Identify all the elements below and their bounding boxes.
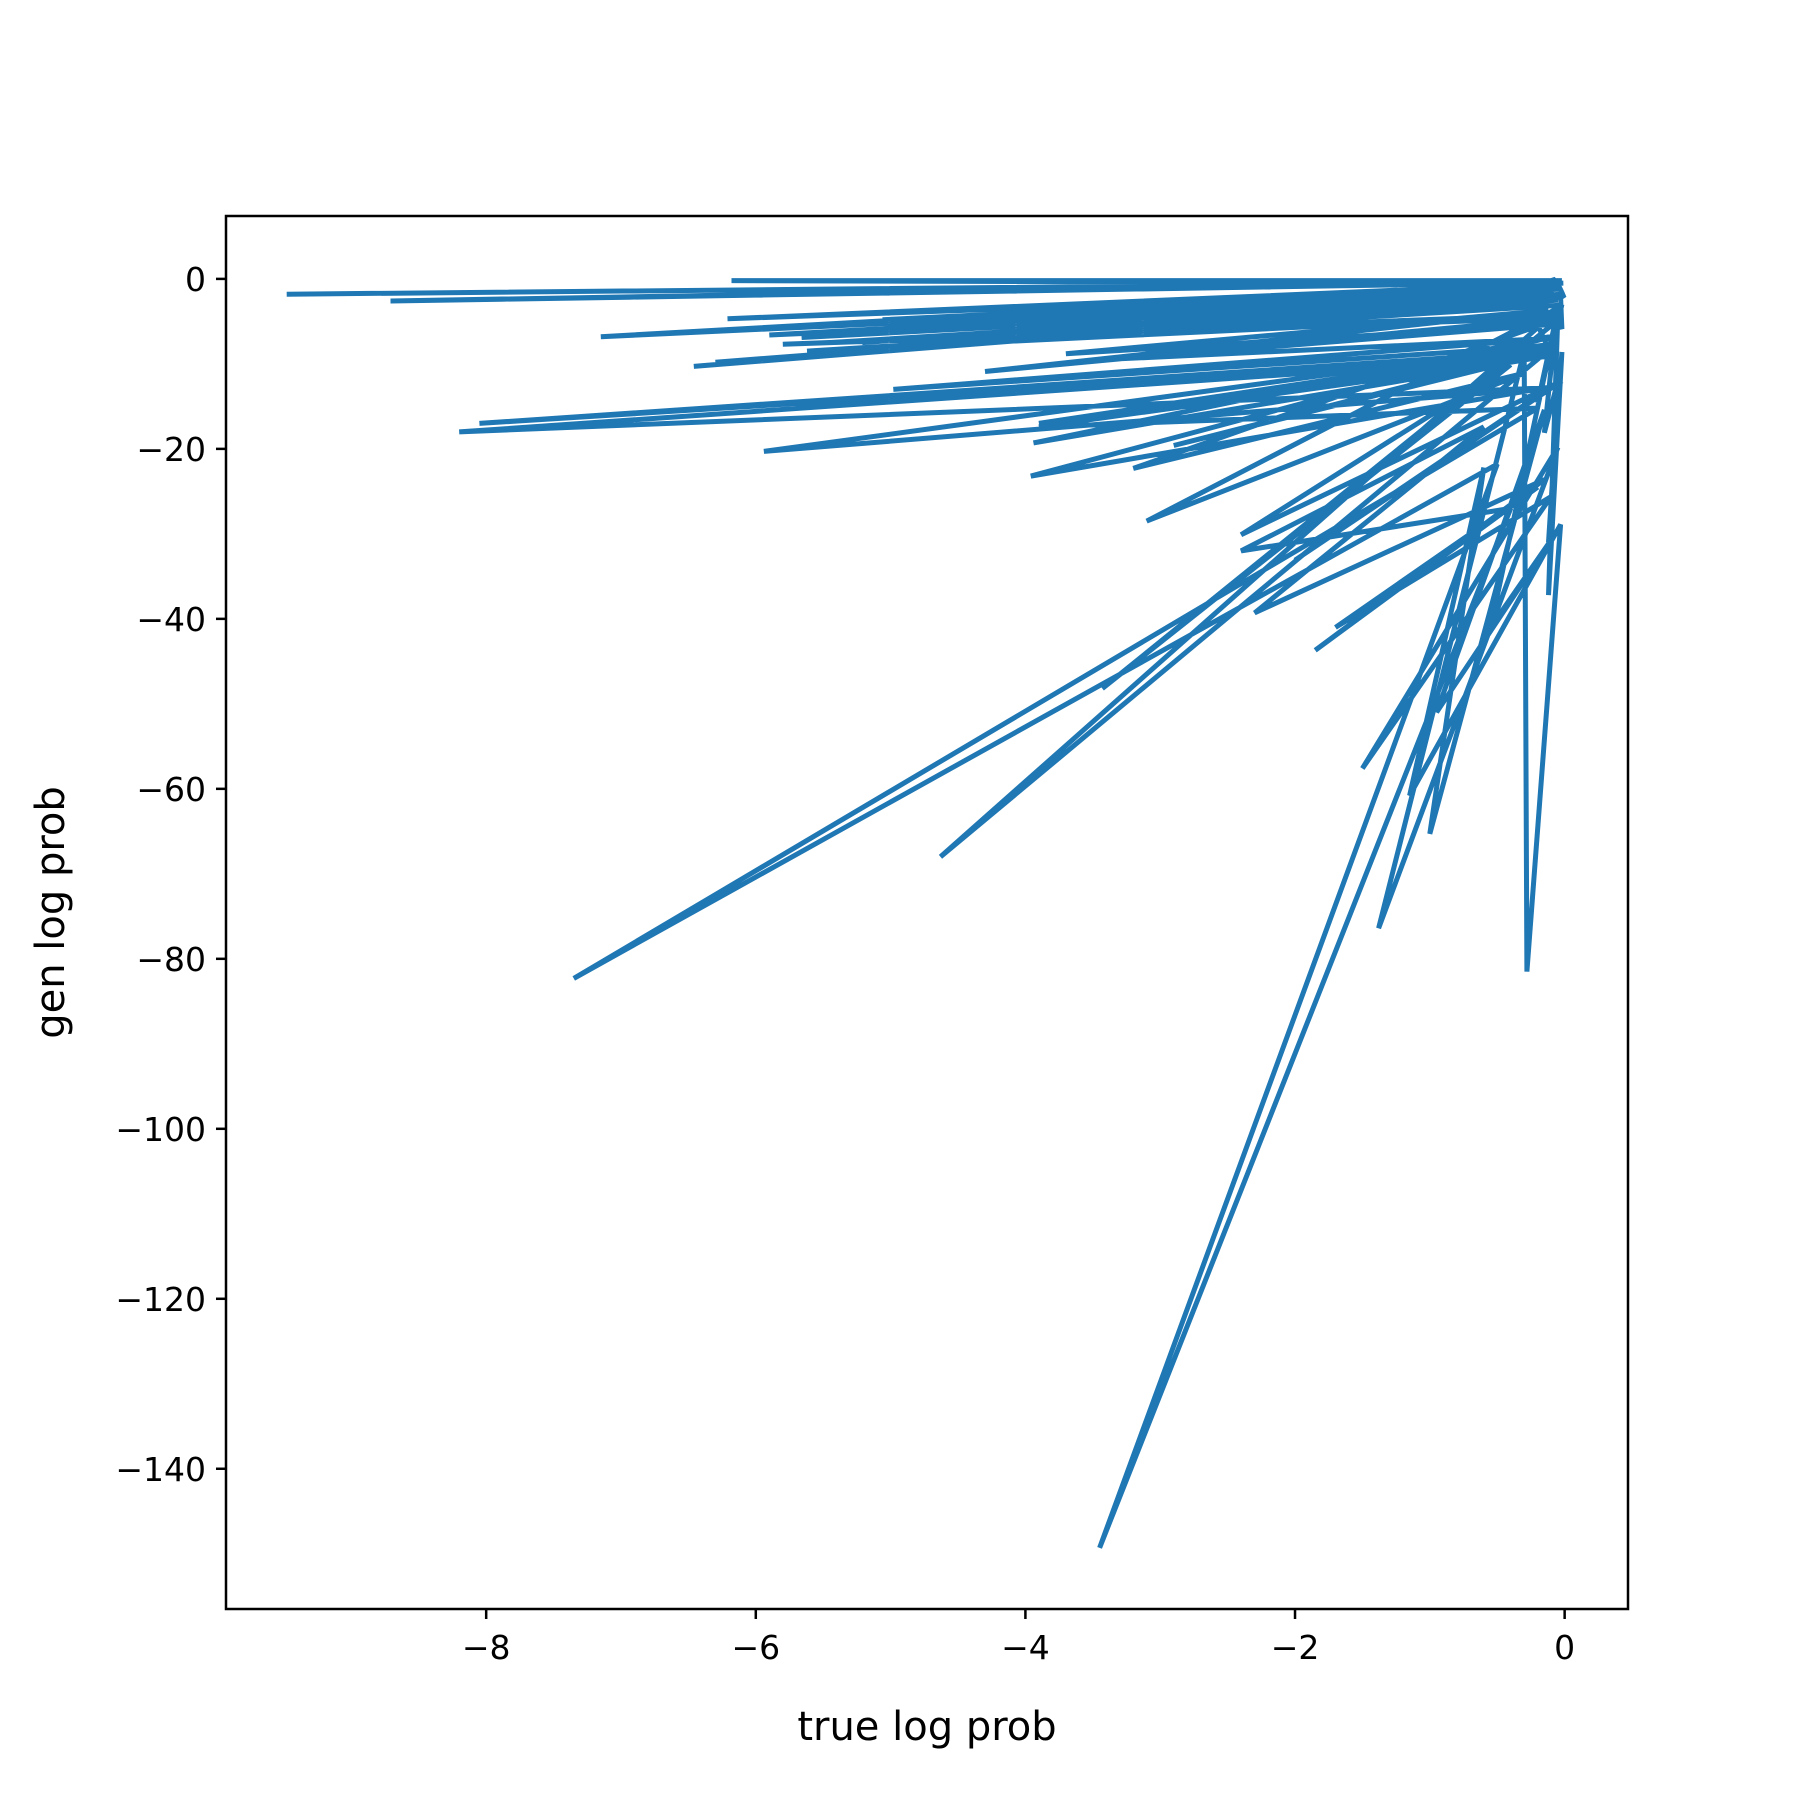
x-axis: −8 −6 −4 −2 0 xyxy=(462,1609,1575,1667)
series-line xyxy=(286,276,1567,1549)
plot-area-frame xyxy=(224,214,1630,1611)
y-tick-label: −40 xyxy=(136,600,206,639)
series-layer xyxy=(286,276,1567,1549)
y-tick-label: −120 xyxy=(115,1280,206,1319)
y-tick-label: −20 xyxy=(136,430,206,469)
x-tick-label: −4 xyxy=(1001,1628,1050,1667)
x-tick-label: −6 xyxy=(731,1628,780,1667)
y-tick-label: −100 xyxy=(115,1110,206,1149)
y-axis: 0 −20 −40 −60 −80 −100 −120 −140 xyxy=(115,260,226,1489)
y-tick-label: −60 xyxy=(136,770,206,809)
y-tick-label: 0 xyxy=(185,260,206,299)
x-tick-label: −2 xyxy=(1271,1628,1320,1667)
x-tick-label: 0 xyxy=(1554,1628,1575,1667)
x-axis-label: true log prob xyxy=(797,1704,1056,1750)
y-tick-label: −80 xyxy=(136,940,206,979)
y-tick-label: −140 xyxy=(115,1450,206,1489)
x-tick-label: −8 xyxy=(462,1628,511,1667)
y-axis-label: gen log prob xyxy=(28,786,74,1039)
